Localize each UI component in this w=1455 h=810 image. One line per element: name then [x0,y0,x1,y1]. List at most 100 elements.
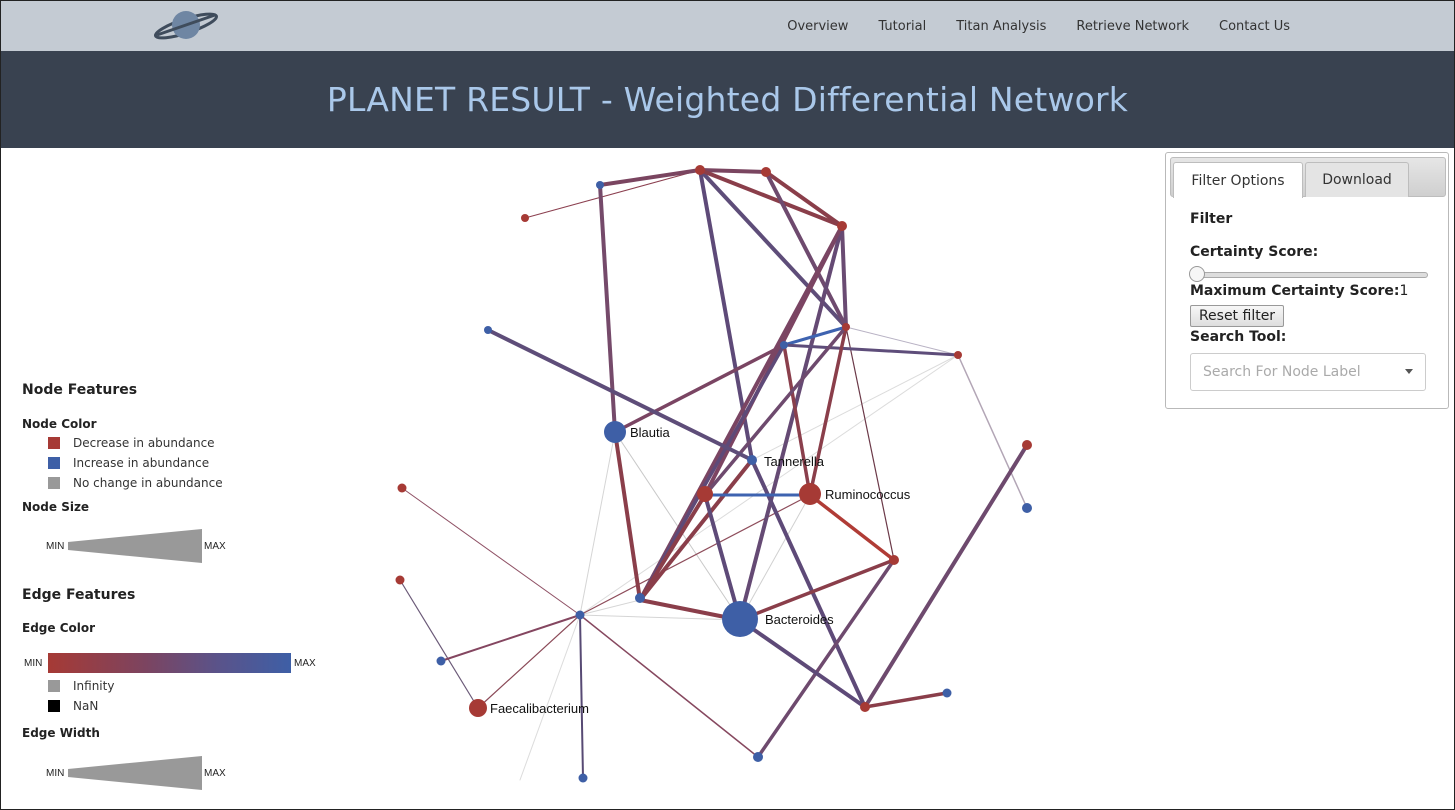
network-node[interactable] [635,593,645,603]
node-search-select[interactable] [1190,353,1426,391]
network-node[interactable] [575,610,585,620]
node-ruminococcus[interactable] [799,483,821,505]
decrease-label: Decrease in abundance [73,436,215,450]
node-tannerella[interactable] [747,455,757,465]
edge[interactable] [579,599,641,616]
nodes [395,165,1032,783]
edge[interactable] [764,170,848,329]
edge[interactable] [739,494,811,621]
network-node[interactable] [521,214,529,222]
network-node[interactable] [397,483,407,493]
edge[interactable] [477,614,581,709]
edge[interactable] [613,430,642,602]
tab-download[interactable]: Download [1305,162,1409,197]
node-bacteroides[interactable] [722,601,758,637]
edge[interactable] [957,354,1028,509]
edge-width-wedge [68,756,202,790]
edge[interactable] [638,458,754,602]
reset-filter-button[interactable]: Reset filter [1190,305,1284,327]
edge[interactable] [782,325,848,347]
nav-contact-us[interactable]: Contact Us [1219,18,1290,34]
node-blautia[interactable] [604,421,626,443]
edge[interactable] [764,170,844,228]
edge[interactable] [638,493,707,602]
edge[interactable] [579,614,759,758]
network-node[interactable] [596,181,604,189]
edge-width-max: MAX [204,768,226,779]
edge[interactable] [863,691,949,709]
legend-node-size: Node Size [22,500,90,514]
edge[interactable] [698,168,768,174]
edge[interactable] [808,493,896,562]
network-graph[interactable]: Blautia Tannerella Ruminococcus Bacteroi… [0,148,1455,810]
edge[interactable] [399,579,479,709]
nav-titan-analysis[interactable]: Titan Analysis [956,18,1047,34]
edges [399,168,1029,781]
edge[interactable] [698,168,844,228]
edge[interactable] [703,493,742,622]
network-node[interactable] [761,167,771,177]
edge[interactable] [401,487,581,616]
edge[interactable] [440,614,581,662]
network-node[interactable] [436,656,446,666]
node-search-input[interactable] [1201,354,1405,390]
edge[interactable] [703,325,848,497]
nav-tutorial[interactable]: Tutorial [878,18,927,34]
decrease-swatch [48,437,60,449]
edge[interactable] [614,431,741,621]
network-node[interactable] [695,165,705,175]
certainty-slider-thumb[interactable] [1189,266,1205,282]
edge[interactable] [750,458,867,709]
network-node[interactable] [578,773,588,783]
edge[interactable] [756,558,896,759]
network-node[interactable] [860,702,870,712]
network-node[interactable] [954,351,962,359]
network-node[interactable] [697,486,713,502]
edge[interactable] [738,618,867,709]
edge[interactable] [579,494,811,616]
label-blautia: Blautia [630,425,671,440]
edge[interactable] [519,614,581,781]
edge[interactable] [579,431,616,616]
network-node[interactable] [1022,503,1032,513]
certainty-slider-track[interactable] [1190,272,1428,278]
edge[interactable] [845,326,895,561]
nav-retrieve-network[interactable]: Retrieve Network [1076,18,1189,34]
node-labels: Blautia Tannerella Ruminococcus Bacteroi… [490,425,911,716]
edge[interactable] [808,325,848,497]
edge[interactable] [579,614,741,621]
network-node[interactable] [889,555,899,565]
edge[interactable] [524,169,701,219]
edge[interactable] [598,168,702,187]
nav-overview[interactable]: Overview [787,18,849,34]
edge[interactable] [598,183,617,434]
edge[interactable] [738,558,896,622]
edge[interactable] [613,343,786,434]
label-ruminococcus: Ruminococcus [825,487,911,502]
edge[interactable] [579,354,959,616]
edge[interactable] [486,328,754,462]
saturn-planet-icon[interactable] [151,5,221,47]
edge[interactable] [782,343,812,497]
network-node[interactable] [1022,440,1032,450]
edge[interactable] [845,326,959,356]
edge[interactable] [738,224,844,622]
network-node[interactable] [395,575,405,585]
edge-color-min: MIN [24,658,43,669]
node-faecalibacterium[interactable] [469,699,487,717]
chevron-down-icon[interactable] [1405,369,1413,374]
edge[interactable] [579,614,584,779]
edge[interactable] [863,443,1029,709]
tab-filter-options[interactable]: Filter Options [1173,162,1303,198]
edge[interactable] [782,343,960,357]
edge[interactable] [840,224,848,329]
legend-increase: Increase in abundance [22,456,209,470]
network-node[interactable] [842,323,850,331]
infinity-swatch [48,680,60,692]
network-node[interactable] [942,688,952,698]
nan-swatch [48,700,60,712]
network-node[interactable] [780,341,788,349]
network-node[interactable] [484,326,492,334]
network-node[interactable] [753,752,763,762]
network-node[interactable] [837,221,847,231]
